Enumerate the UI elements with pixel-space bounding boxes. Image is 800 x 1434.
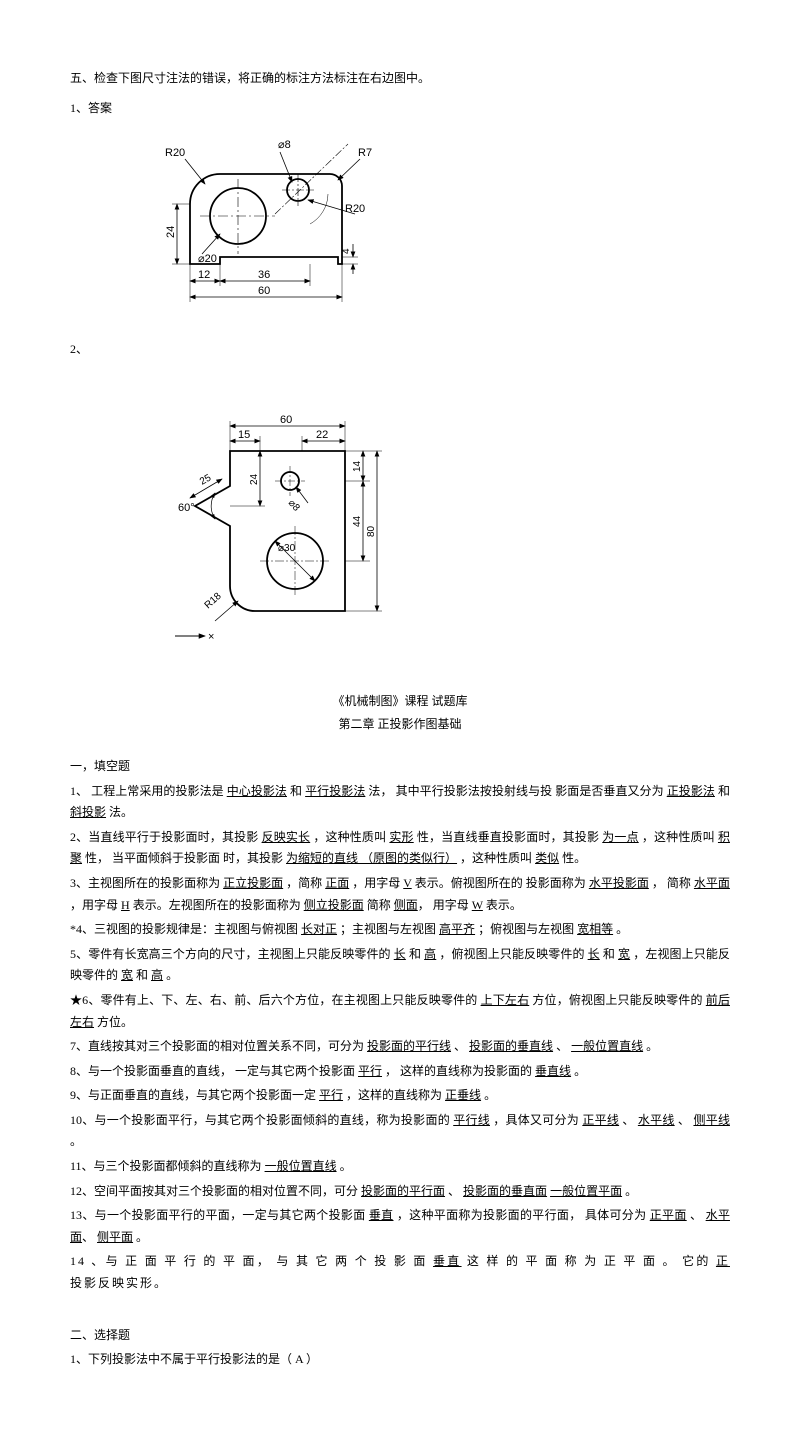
fill-q4: *4、三视图的投影规律是：主视图与俯视图 长对正 ；主视图与左视图 高平齐 ；俯… — [70, 919, 730, 941]
answer-2-label: 2、 — [70, 339, 730, 361]
dim2-d8: ⌀8 — [286, 497, 302, 513]
dim2-15: 15 — [238, 429, 250, 441]
dim2-r18: R18 — [203, 590, 224, 611]
dim-r20-left: R20 — [165, 147, 185, 159]
fill-q3: 3、主视图所在的投影面称为 正立投影面 ，简称 正面 ，用字母 V 表示。俯视图… — [70, 873, 730, 916]
answer-1-label: 1、答案 — [70, 98, 730, 120]
chapter-title: 第二章 正投影作图基础 — [70, 714, 730, 736]
dim2-80: 80 — [366, 525, 377, 537]
choice-heading: 二、选择题 — [70, 1325, 730, 1347]
fill-q2: 2、当直线平行于投影面时，其投影 反映实长 ，这种性质叫 实形 性，当直线垂直投… — [70, 827, 730, 870]
fill-q14: 14 、与 正 面 平 行 的 平 面， 与 其 它 两 个 投 影 面 垂直 … — [70, 1251, 730, 1294]
dim2-24: 24 — [249, 473, 260, 485]
diagram-2: 60 15 22 24 ⌀8 ⌀30 60° 25 R18 14 44 80 × — [130, 391, 730, 671]
dim-60: 60 — [258, 285, 270, 297]
fill-q13: 13、与一个投影面平行的平面，一定与其它两个投影面 垂直 ，这种平面称为投影面的… — [70, 1205, 730, 1248]
choice-q1: 1、下列投影法中不属于平行投影法的是（ A ） — [70, 1349, 730, 1371]
dim2-14: 14 — [352, 460, 363, 472]
dim-d8: ⌀8 — [278, 139, 291, 151]
fill-q6: ★6、零件有上、下、左、右、前、后六个方位，在主视图上只能反映零件的 上下左右 … — [70, 990, 730, 1033]
fill-heading: 一，填空题 — [70, 756, 730, 778]
dim2-60deg: 60° — [178, 502, 195, 514]
dim-r20-right: R20 — [345, 203, 365, 215]
dim-12: 12 — [198, 269, 210, 281]
dim-4: 4 — [341, 248, 352, 254]
dim2-x: × — [208, 631, 214, 643]
dim-r7: R7 — [358, 147, 372, 159]
fill-q9: 9、与正面垂直的直线，与其它两个投影面一定 平行 ，这样的直线称为 正垂线 。 — [70, 1085, 730, 1107]
fill-q10: 10、与一个投影面平行，与其它两个投影面倾斜的直线，称为投影面的 平行线 ，具体… — [70, 1110, 730, 1153]
dim-36: 36 — [258, 269, 270, 281]
course-title: 《机械制图》课程 试题库 — [70, 691, 730, 713]
fill-q12: 12、空间平面按其对三个投影面的相对位置不同，可分 投影面的平行面 、 投影面的… — [70, 1181, 730, 1203]
diagram-1: R20 ⌀8 R7 R20 ⌀20 24 4 12 36 60 — [130, 134, 730, 324]
fill-q5: 5、零件有长宽高三个方向的尺寸，主视图上只能反映零件的 长 和 高 ，俯视图上只… — [70, 944, 730, 987]
dim2-22: 22 — [316, 429, 328, 441]
dim2-44: 44 — [352, 515, 363, 527]
fill-q1: 1、 工程上常采用的投影法是 中心投影法 和 平行投影法 法， 其中平行投影法按… — [70, 781, 730, 824]
fill-q8: 8、与一个投影面垂直的直线， 一定与其它两个投影面 平行 ， 这样的直线称为投影… — [70, 1061, 730, 1083]
question-5-title: 五、检查下图尺寸注法的错误，将正确的标注方法标注在右边图中。 — [70, 68, 730, 90]
fill-q7: 7、直线按其对三个投影面的相对位置关系不同，可分为 投影面的平行线 、 投影面的… — [70, 1036, 730, 1058]
dim2-d30: ⌀30 — [278, 543, 296, 554]
fill-q11: 11、与三个投影面都倾斜的直线称为 一般位置直线 。 — [70, 1156, 730, 1178]
dim2-60: 60 — [280, 414, 292, 426]
dim-24: 24 — [165, 226, 177, 238]
dim-d20: ⌀20 — [198, 253, 217, 265]
